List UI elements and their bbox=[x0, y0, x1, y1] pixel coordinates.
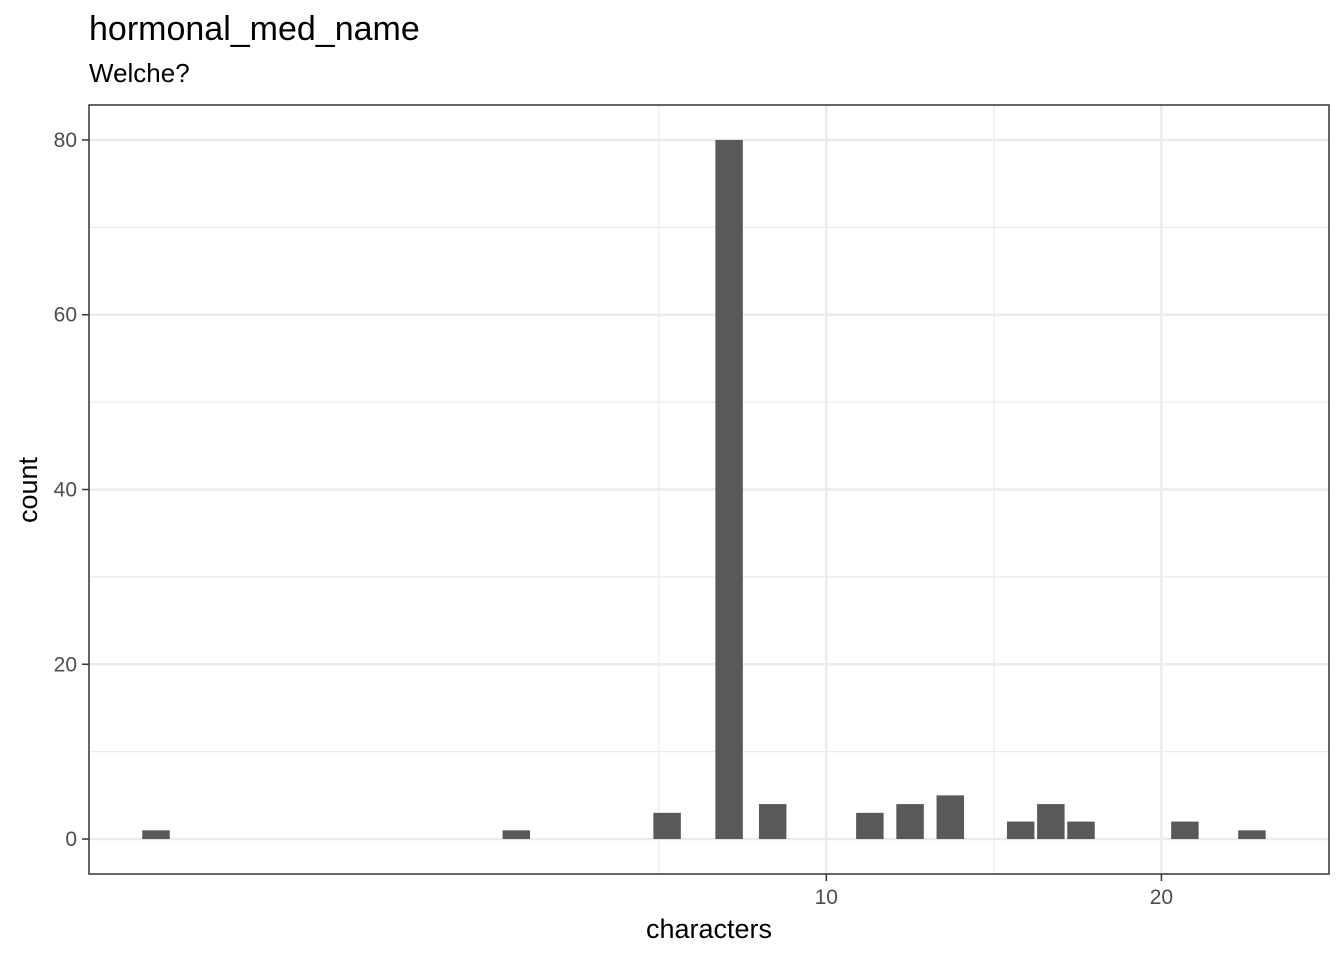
histogram-bar bbox=[1067, 821, 1095, 840]
y-tick-label: 60 bbox=[54, 304, 77, 327]
y-tick-label: 20 bbox=[54, 653, 77, 676]
histogram-bar bbox=[936, 795, 965, 840]
y-tick-label: 0 bbox=[65, 828, 77, 851]
histogram-bar bbox=[653, 812, 681, 840]
x-axis-ticks: 10 20 bbox=[815, 874, 1173, 909]
x-tick-label: 20 bbox=[1150, 886, 1173, 909]
histogram-bar bbox=[896, 804, 924, 840]
chart-subtitle: Welche? bbox=[89, 58, 190, 88]
histogram-bar bbox=[1006, 821, 1035, 840]
histogram-bar bbox=[1171, 821, 1199, 840]
histogram-bar bbox=[502, 830, 531, 840]
histogram-bar bbox=[1238, 830, 1266, 840]
y-tick-label: 40 bbox=[54, 479, 77, 502]
histogram-bar bbox=[715, 139, 743, 840]
bars-group bbox=[142, 139, 1266, 840]
y-axis-title: count bbox=[13, 456, 43, 523]
y-tick-label: 80 bbox=[54, 129, 77, 152]
major-gridlines bbox=[89, 105, 1329, 874]
chart-title: hormonal_med_name bbox=[89, 10, 420, 48]
histogram-bar bbox=[142, 830, 170, 840]
histogram-bar bbox=[1037, 804, 1065, 840]
x-tick-label: 10 bbox=[815, 886, 838, 909]
histogram-bar bbox=[856, 812, 884, 840]
y-axis-ticks: 0 20 40 60 80 bbox=[54, 129, 89, 851]
x-axis-title: characters bbox=[646, 914, 772, 944]
histogram-bar bbox=[758, 804, 787, 840]
